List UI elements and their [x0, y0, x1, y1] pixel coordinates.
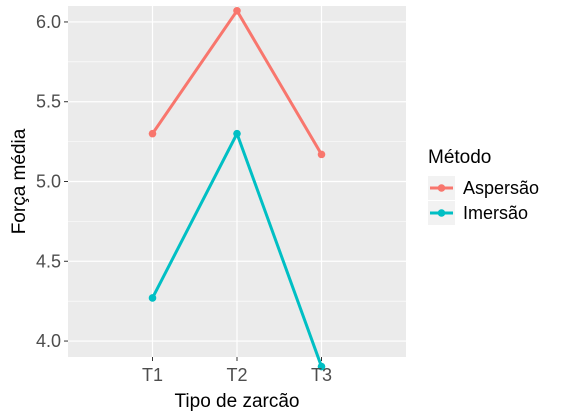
data-point [148, 129, 157, 138]
x-axis-ticks: T1 T2 T3 [142, 357, 332, 385]
y-tick-label: 5.0 [36, 172, 61, 192]
legend-key-point [437, 209, 446, 217]
data-point [233, 6, 241, 15]
legend-label: Imersão [463, 203, 528, 223]
y-axis-title: Força média [9, 128, 30, 234]
legend-items: Aspersão Imersão [428, 176, 539, 225]
series-points [148, 6, 326, 371]
legend-label: Aspersão [463, 178, 539, 198]
y-tick-label: 6.0 [36, 12, 61, 32]
x-tick-label: T3 [311, 365, 332, 385]
x-axis-title: Tipo de zarcão [175, 391, 300, 412]
data-point [317, 150, 326, 159]
y-tick-label: 5.5 [36, 92, 61, 112]
data-point [317, 362, 326, 371]
legend-title: Método [428, 147, 491, 168]
x-tick-label: T1 [142, 365, 163, 385]
x-tick-label: T2 [226, 365, 247, 385]
y-tick-label: 4.0 [36, 331, 61, 351]
data-point [148, 294, 157, 302]
data-point [233, 129, 241, 138]
legend-key-point [437, 184, 446, 192]
y-tick-label: 4.5 [36, 251, 61, 271]
y-axis-ticks: 4.0 4.5 5.0 5.5 6.0 [36, 12, 68, 351]
legend: Método Aspersão Imersão [428, 147, 539, 225]
